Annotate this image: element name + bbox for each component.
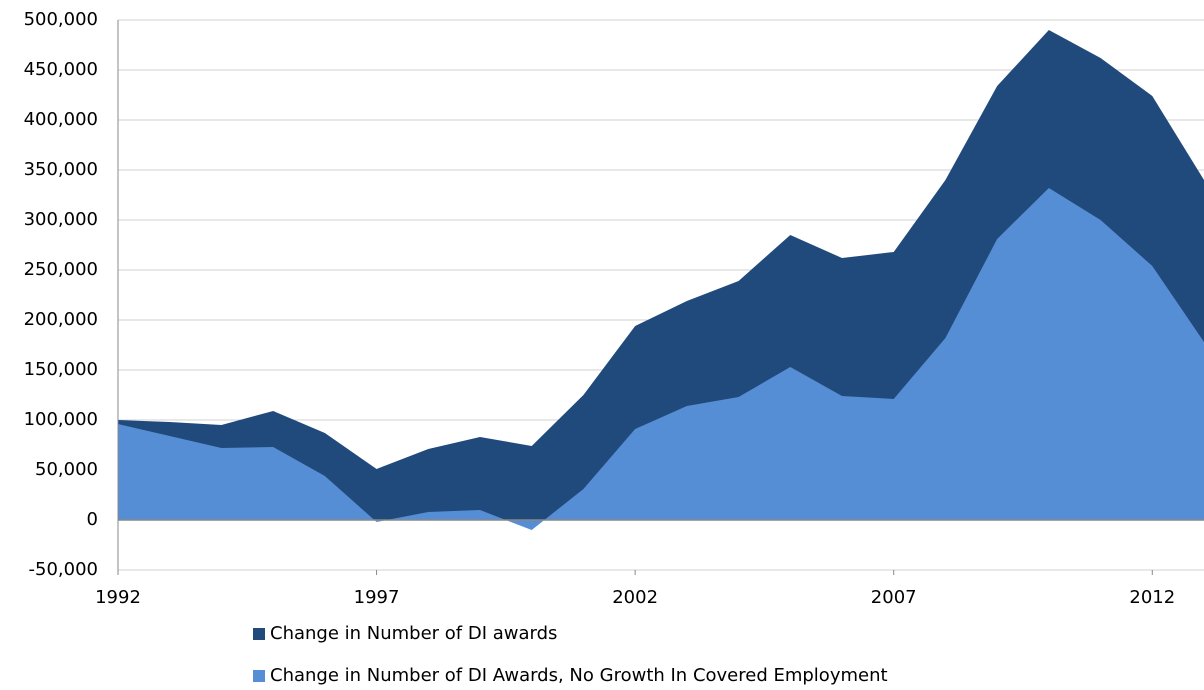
y-tick-label: 150,000 bbox=[24, 359, 98, 380]
y-tick-label: -50,000 bbox=[29, 559, 98, 580]
y-tick-label: 200,000 bbox=[24, 309, 98, 330]
x-tick-label: 1992 bbox=[95, 587, 141, 608]
y-tick-label: 350,000 bbox=[24, 159, 98, 180]
legend-label: Change in Number of DI awards bbox=[270, 623, 557, 644]
y-tick-label: 100,000 bbox=[24, 409, 98, 430]
y-tick-label: 50,000 bbox=[35, 459, 98, 480]
x-tick-label: 2012 bbox=[1129, 587, 1175, 608]
legend-swatch bbox=[253, 628, 265, 640]
y-tick-label: 400,000 bbox=[24, 109, 98, 130]
legend-label: Change in Number of DI Awards, No Growth… bbox=[270, 665, 888, 686]
y-tick-label: 300,000 bbox=[24, 209, 98, 230]
x-tick-label: 1997 bbox=[354, 587, 400, 608]
y-tick-label: 500,000 bbox=[24, 9, 98, 30]
y-tick-label: 450,000 bbox=[24, 59, 98, 80]
legend-swatch bbox=[253, 670, 265, 682]
x-tick-label: 2007 bbox=[871, 587, 917, 608]
area bbox=[118, 188, 1204, 530]
y-tick-label: 250,000 bbox=[24, 259, 98, 280]
y-tick-label: 0 bbox=[87, 509, 98, 530]
x-tick-label: 2002 bbox=[612, 587, 658, 608]
